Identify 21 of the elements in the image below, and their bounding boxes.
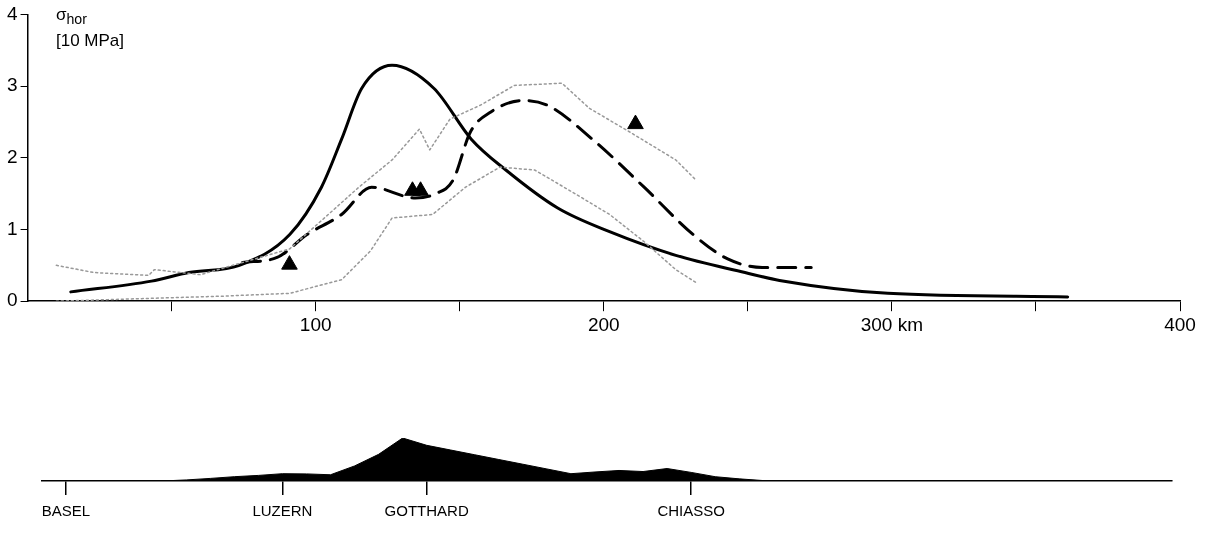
point xyxy=(281,255,298,270)
y-axis-title: σ$_{hor}$ [10 MPa] xyxy=(56,4,125,52)
line-series xyxy=(55,82,697,277)
y-tick-label: 2 xyxy=(6,146,18,168)
x-tick-label: CHIASSO xyxy=(657,502,725,520)
x-tick-label: GOTTHARD xyxy=(384,502,469,520)
line-series xyxy=(55,166,697,302)
y-tick-label: 3 xyxy=(6,74,18,96)
point xyxy=(627,114,644,130)
line-series xyxy=(69,63,1070,299)
x-tick-label: BASEL xyxy=(41,502,91,520)
x-tick-label: 200 xyxy=(587,313,620,335)
x-tick-label: 400 xyxy=(1164,313,1196,335)
y-tick-label: 1 xyxy=(6,217,18,239)
point xyxy=(412,181,429,196)
x-tick-label: 300 km xyxy=(860,313,924,335)
x-tick-label: 100 xyxy=(299,313,332,335)
y-tick-label: 0 xyxy=(6,289,18,311)
line-series xyxy=(241,98,813,269)
x-tick-label: LUZERN xyxy=(252,502,313,520)
y-tick-label: 4 xyxy=(6,2,18,24)
